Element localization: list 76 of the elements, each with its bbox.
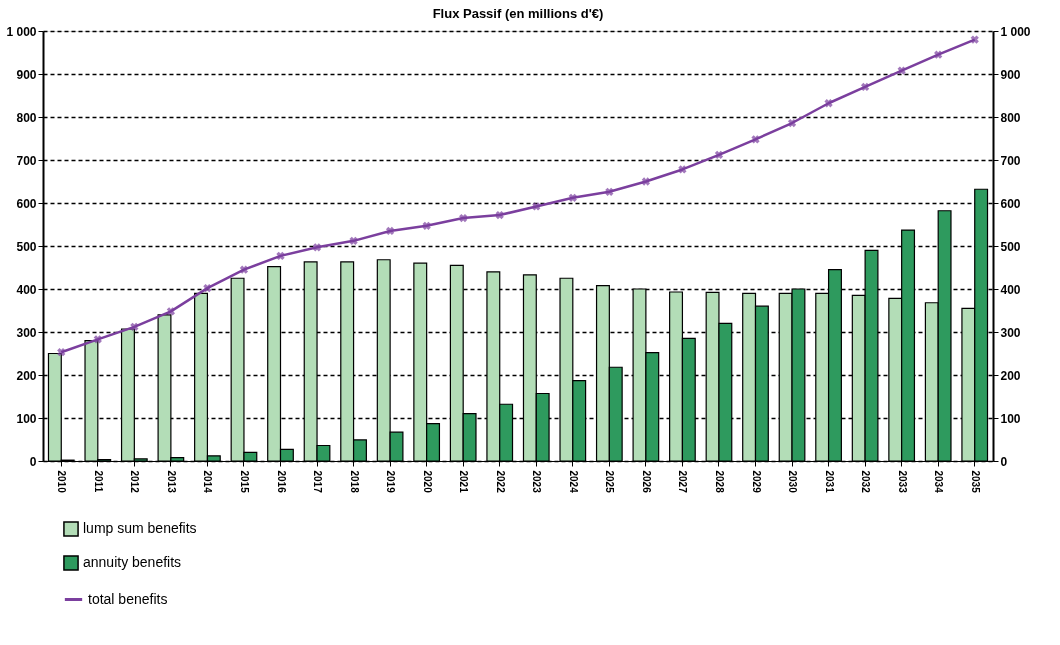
point [751, 135, 760, 144]
point [787, 118, 797, 128]
y-tick-label: 200 [16, 368, 37, 383]
point [422, 221, 431, 230]
x-tick-label: 2035 [969, 470, 981, 494]
x-tick-label: 2019 [385, 470, 397, 494]
point [970, 35, 979, 44]
x-tick-label: 2015 [238, 470, 250, 494]
y-tick-label: 800 [16, 110, 37, 125]
point [897, 66, 906, 75]
x-tick-label: 2025 [604, 470, 616, 494]
legend-label: total benefits [88, 590, 168, 607]
x-tick-label: 2020 [421, 470, 433, 494]
y-tick-label: 1 000 [6, 24, 37, 39]
y-tick-label: 400 [16, 282, 37, 297]
x-tick-label: 2013 [165, 470, 177, 494]
point [532, 202, 541, 211]
point [239, 265, 249, 274]
x-tick-label: 2031 [823, 470, 835, 494]
x-tick-label: 2033 [896, 470, 908, 494]
legend-label: annuity benefits [83, 554, 182, 570]
x-tick-label: 2023 [531, 470, 543, 494]
point [93, 335, 102, 344]
x-tick-label: 2018 [348, 470, 360, 494]
y2-tick-label: 1 000 [1000, 24, 1031, 39]
point [385, 226, 395, 236]
y2-tick-label: 100 [1000, 411, 1021, 426]
x-tick-label: 2016 [275, 470, 287, 494]
y2-tick-label: 300 [1000, 325, 1021, 340]
y-tick-label: 100 [16, 411, 37, 426]
point [678, 165, 687, 174]
x-tick-label: 2011 [92, 470, 104, 493]
x-tick-label: 2012 [129, 470, 141, 494]
point [312, 243, 322, 252]
x-tick-label: 2026 [640, 470, 652, 494]
point [495, 210, 504, 220]
y2-tick-label: 900 [1000, 67, 1021, 82]
chart-title: Flux Passif (en millions d'€) [432, 6, 604, 21]
y2-tick-label: 800 [1000, 110, 1021, 125]
y2-tick-label: 200 [1000, 368, 1021, 383]
y-tick-label: 700 [16, 153, 37, 168]
point [605, 187, 614, 196]
legend-label: lump sum benefits [83, 520, 197, 536]
y-tick-label: 300 [16, 325, 37, 340]
x-tick-label: 2014 [202, 470, 214, 494]
y2-tick-label: 700 [1000, 153, 1021, 168]
x-tick-label: 2027 [677, 470, 689, 494]
y2-tick-label: 0 [1000, 454, 1008, 469]
x-tick-label: 2034 [933, 470, 945, 494]
y-tick-label: 900 [16, 67, 37, 82]
x-tick-label: 2010 [56, 470, 68, 494]
point [459, 213, 468, 223]
x-tick-label: 2028 [713, 470, 725, 494]
point [130, 322, 139, 331]
x-tick-label: 2022 [494, 470, 506, 494]
point [568, 193, 577, 202]
y-tick-label: 0 [29, 454, 37, 469]
x-tick-label: 2021 [458, 470, 470, 494]
point [57, 348, 66, 357]
y2-tick-label: 600 [1000, 196, 1021, 211]
point [824, 99, 833, 108]
x-tick-label: 2029 [750, 470, 762, 494]
y-tick-label: 600 [16, 196, 37, 211]
x-tick-label: 2032 [860, 470, 872, 494]
x-tick-label: 2017 [312, 470, 324, 494]
point [934, 50, 943, 59]
point [166, 307, 176, 316]
y-tick-label: 500 [16, 239, 37, 254]
point [349, 236, 358, 245]
y2-tick-label: 500 [1000, 239, 1021, 254]
x-tick-label: 2030 [787, 470, 799, 494]
point [860, 82, 870, 92]
point [203, 284, 212, 293]
point [714, 150, 724, 159]
y2-tick-label: 400 [1000, 282, 1021, 297]
x-tick-label: 2024 [567, 470, 579, 494]
